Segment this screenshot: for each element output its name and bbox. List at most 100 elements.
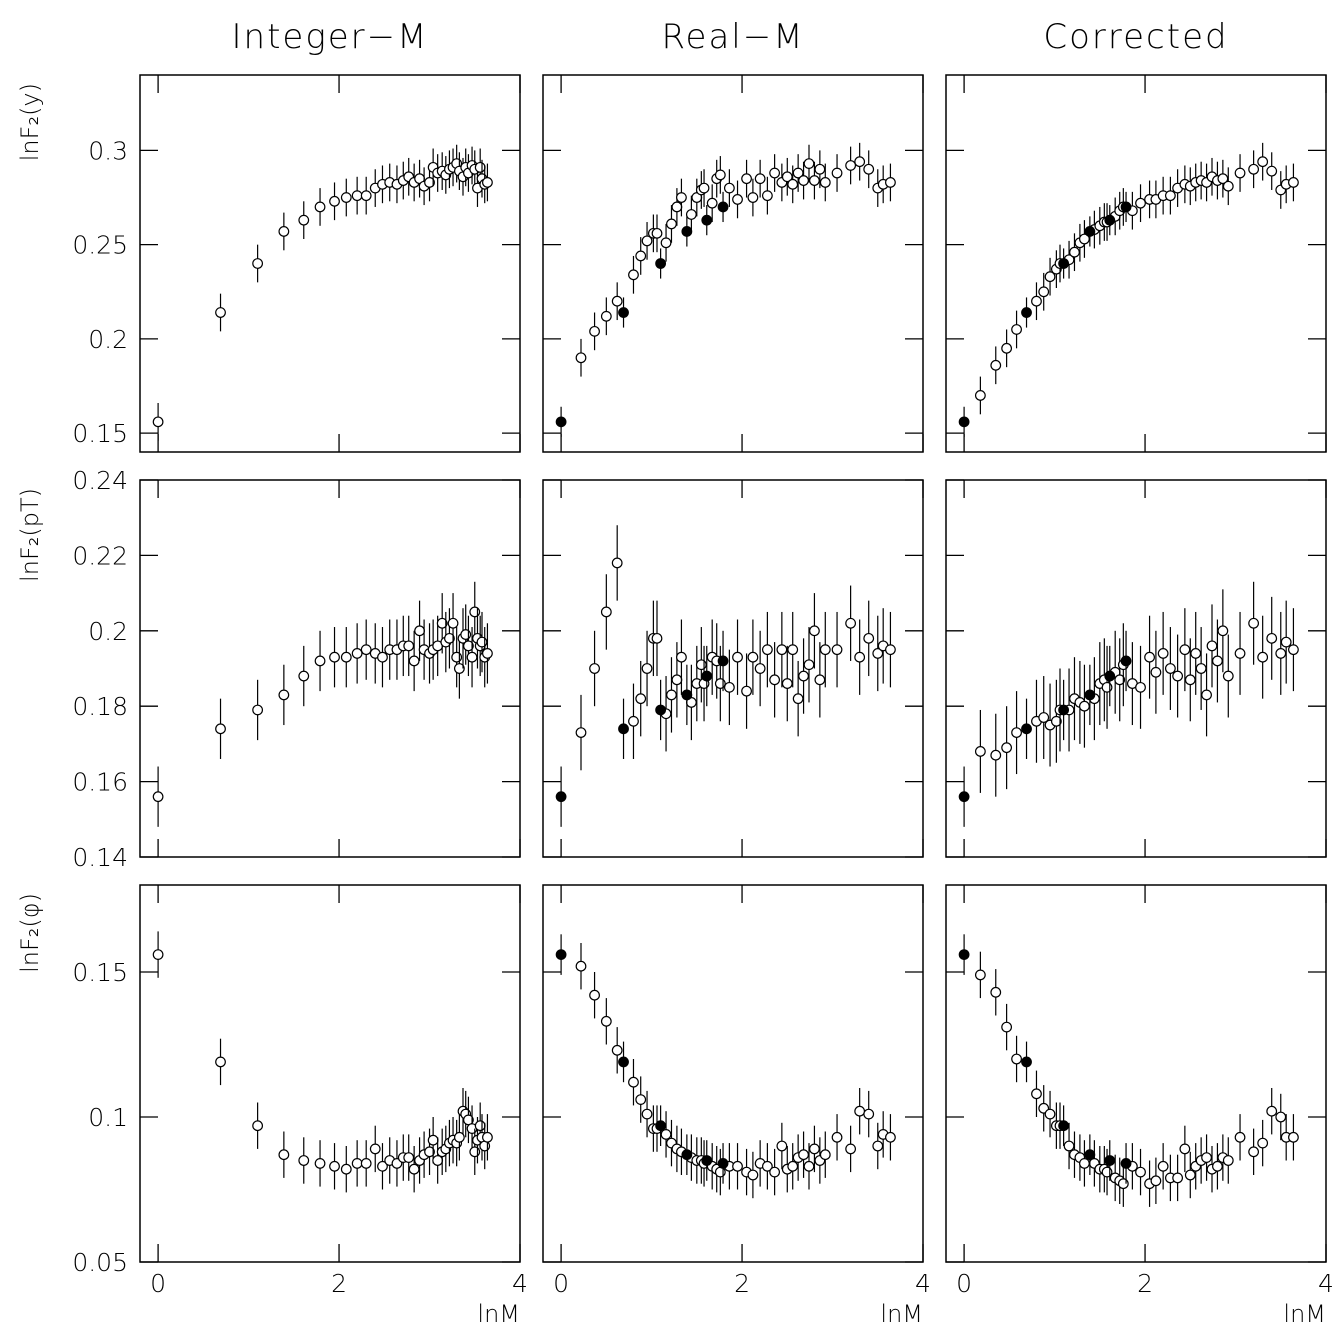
data-point	[787, 1160, 799, 1172]
data-point	[792, 693, 804, 705]
data-point	[845, 160, 857, 171]
data-point	[1084, 226, 1096, 237]
y-axis-label: lnF₂(pT)	[16, 488, 44, 582]
data-point	[314, 655, 326, 667]
y-tick-label: 0.15	[72, 419, 128, 448]
y-axis-label: lnF₂(y)	[16, 83, 44, 161]
data-point	[1257, 651, 1269, 663]
data-point	[671, 201, 683, 213]
data-point	[732, 1160, 743, 1172]
data-point	[698, 182, 710, 194]
data-point	[1275, 648, 1287, 659]
data-point	[1031, 295, 1042, 307]
y-tick-label: 0.3	[88, 136, 128, 165]
data-point	[769, 167, 781, 179]
x-axis-label: lnM	[880, 1300, 923, 1328]
data-point	[1058, 704, 1070, 716]
data-point	[717, 201, 729, 213]
data-point	[1144, 651, 1155, 663]
data-point	[377, 1160, 388, 1172]
data-point	[641, 1108, 653, 1120]
data-point	[1058, 258, 1070, 269]
data-point	[641, 663, 653, 674]
data-point	[814, 674, 826, 686]
data-point	[589, 989, 600, 1001]
data-point	[854, 651, 866, 663]
data-point	[1179, 644, 1191, 656]
data-point	[1172, 670, 1184, 682]
data-point	[340, 1163, 352, 1175]
data-point	[1135, 197, 1146, 209]
data-point	[476, 636, 488, 648]
data-point	[252, 1120, 264, 1132]
data-point	[1217, 173, 1229, 185]
data-point	[1179, 1143, 1191, 1155]
data-point	[424, 1146, 435, 1158]
data-point	[1084, 689, 1096, 701]
data-point	[1195, 663, 1207, 674]
data-point	[676, 192, 687, 203]
data-point	[714, 169, 726, 181]
data-point	[1069, 246, 1080, 258]
data-point	[1190, 648, 1202, 659]
data-point	[671, 674, 683, 686]
data-point	[845, 617, 857, 629]
data-point	[1104, 670, 1116, 682]
data-point	[872, 1140, 884, 1152]
data-point	[482, 648, 493, 659]
data-point	[360, 644, 372, 656]
data-point	[611, 295, 623, 307]
column-title: Integer−M	[232, 17, 429, 57]
data-point	[1001, 342, 1013, 354]
data-point	[732, 194, 743, 205]
data-point	[1021, 307, 1032, 318]
y-tick-label: 0.2	[88, 325, 128, 354]
data-point	[974, 390, 986, 401]
data-point	[278, 226, 290, 237]
data-point	[215, 723, 226, 735]
data-point	[1135, 681, 1146, 693]
data-point	[555, 791, 567, 803]
data-point	[278, 1149, 290, 1161]
data-point	[340, 192, 352, 203]
x-tick-label: 2	[1137, 1269, 1153, 1298]
data-point	[377, 651, 388, 663]
plot-frame	[945, 74, 1327, 453]
data-point	[611, 1044, 623, 1056]
data-point	[1248, 617, 1260, 629]
x-tick-label: 4	[1318, 1269, 1334, 1298]
x-tick-label: 2	[331, 1269, 347, 1298]
data-point	[681, 226, 693, 237]
data-point	[1288, 644, 1299, 656]
data-point	[635, 1094, 647, 1105]
data-point	[831, 167, 843, 179]
data-point	[408, 655, 420, 667]
data-point	[215, 307, 226, 318]
data-point	[1063, 1140, 1075, 1152]
data-point	[453, 663, 465, 674]
data-point	[1011, 727, 1022, 738]
data-point	[152, 791, 164, 803]
x-tick-label: 0	[956, 1269, 972, 1298]
data-point	[1079, 1157, 1090, 1169]
data-point	[1157, 1160, 1169, 1172]
data-point	[831, 1131, 843, 1143]
data-point	[611, 557, 623, 569]
data-point	[706, 197, 718, 209]
data-point	[628, 269, 639, 281]
data-point	[655, 1120, 667, 1132]
data-point	[1266, 165, 1278, 177]
data-point	[1234, 1131, 1246, 1143]
data-point	[863, 632, 875, 644]
data-point	[681, 689, 693, 701]
data-point	[252, 258, 264, 269]
data-point	[408, 1163, 420, 1175]
data-point	[990, 359, 1002, 371]
data-point	[990, 749, 1002, 761]
data-point	[1212, 1160, 1223, 1172]
data-point	[809, 625, 820, 637]
data-point	[1011, 1053, 1022, 1065]
data-point	[298, 670, 310, 682]
y-tick-label: 0.18	[72, 692, 128, 721]
